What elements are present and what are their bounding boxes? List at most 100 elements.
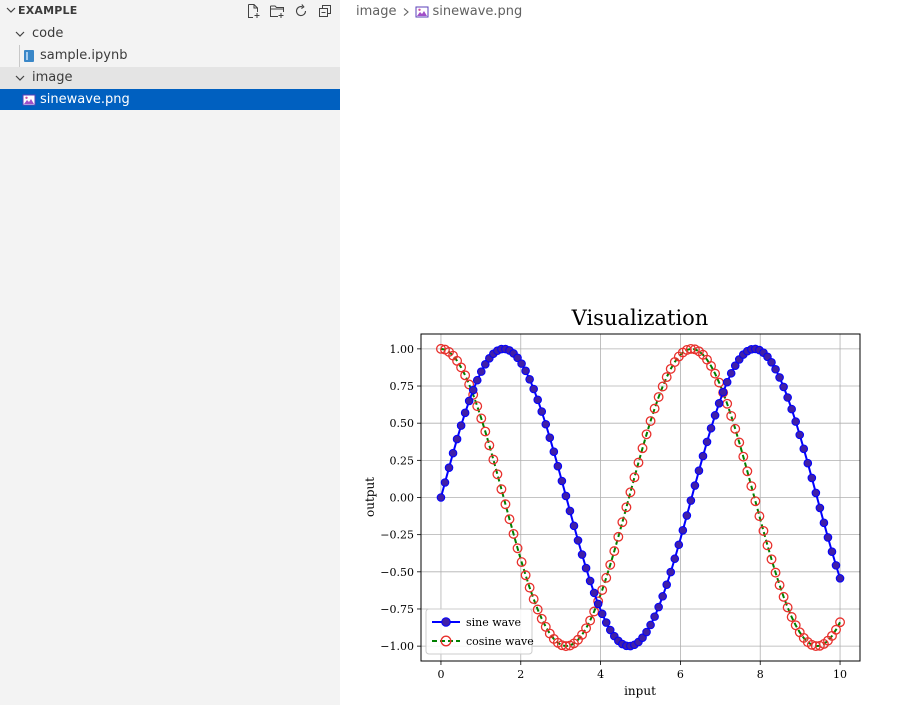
data-point xyxy=(718,387,728,397)
data-point xyxy=(722,377,732,387)
data-point xyxy=(649,403,660,414)
y-tick-label: −0.75 xyxy=(380,603,414,616)
data-point xyxy=(613,531,624,542)
data-point xyxy=(581,623,592,634)
data-point xyxy=(456,421,466,430)
data-point xyxy=(601,618,611,627)
breadcrumb-file[interactable]: sinewave.png xyxy=(432,4,523,19)
data-point xyxy=(541,419,551,429)
data-point xyxy=(774,580,785,591)
data-point xyxy=(524,582,535,593)
data-point xyxy=(593,599,603,609)
legend-label: sine wave xyxy=(466,616,521,629)
breadcrumb-folder[interactable]: image xyxy=(356,4,397,19)
data-point xyxy=(742,466,753,477)
data-point xyxy=(553,461,563,471)
tree-folder-image[interactable]: image xyxy=(0,67,340,89)
data-point xyxy=(532,604,543,615)
sinewave-image: Visualization 0 2 4 6 8 10 −1.00 −0.75 −0.50 −0.2… xyxy=(360,300,890,705)
data-point xyxy=(831,561,841,570)
image-editor: image sinewave.png Visualization 0 2 4 6 8 10… xyxy=(340,0,904,705)
notebook-file-icon xyxy=(24,50,34,62)
image-file-icon xyxy=(415,6,428,17)
tree-file-sample[interactable]: sample.ipynb xyxy=(0,45,340,67)
x-tick-label: 8 xyxy=(757,668,764,681)
legend-swatch-marker xyxy=(441,617,451,627)
data-point xyxy=(726,410,737,421)
chevron-down-icon[interactable] xyxy=(14,72,26,84)
data-point xyxy=(706,423,716,433)
data-point xyxy=(605,559,616,570)
data-point xyxy=(778,591,789,602)
data-point xyxy=(779,382,788,392)
data-point xyxy=(835,617,846,628)
data-point xyxy=(642,627,651,637)
data-point xyxy=(690,481,700,490)
data-point xyxy=(476,413,487,424)
collapse-all-icon[interactable] xyxy=(317,3,333,19)
new-folder-icon[interactable] xyxy=(269,3,285,19)
data-point xyxy=(661,372,672,383)
legend-label: cosine wave xyxy=(466,635,534,648)
data-point xyxy=(528,594,539,605)
explorer-actions xyxy=(245,3,333,19)
data-point xyxy=(533,395,542,405)
data-point xyxy=(537,407,547,416)
data-point xyxy=(795,430,805,440)
data-point xyxy=(706,361,717,371)
data-point xyxy=(767,358,776,367)
data-point xyxy=(827,547,837,556)
data-point xyxy=(440,478,450,487)
data-point xyxy=(573,536,583,545)
data-point xyxy=(585,576,595,586)
data-point xyxy=(645,416,656,427)
data-point xyxy=(481,359,490,369)
data-point xyxy=(476,367,486,376)
data-point xyxy=(657,381,668,392)
explorer-header[interactable]: EXAMPLE xyxy=(0,0,340,22)
data-point xyxy=(500,499,511,510)
chevron-down-icon[interactable] xyxy=(14,28,26,40)
data-point xyxy=(637,443,648,454)
data-point xyxy=(702,437,712,447)
new-file-icon[interactable] xyxy=(245,3,261,19)
legend-swatch-marker xyxy=(440,635,452,647)
data-point xyxy=(766,554,777,565)
data-point xyxy=(436,493,446,502)
x-tick-label: 2 xyxy=(517,668,524,681)
data-point xyxy=(516,557,527,568)
x-tick-label: 4 xyxy=(597,668,604,681)
data-point xyxy=(682,511,692,520)
data-point xyxy=(815,503,825,513)
tree-file-sinewave[interactable]: sinewave.png xyxy=(0,89,340,110)
explorer-sidebar: EXAMPLE xyxy=(0,0,340,705)
y-tick-label: 0.25 xyxy=(390,454,415,467)
indent-guide xyxy=(19,45,20,67)
data-point xyxy=(674,540,684,550)
data-point xyxy=(557,476,567,486)
data-point xyxy=(609,546,620,557)
data-point xyxy=(775,373,784,382)
data-point xyxy=(508,528,519,539)
line-chart: Visualization 0 2 4 6 8 10 −1.00 −0.75 −0.50 −0.2… xyxy=(363,306,861,698)
data-point xyxy=(714,398,724,408)
data-point xyxy=(525,375,534,384)
data-point xyxy=(561,491,571,501)
data-point xyxy=(831,624,841,635)
data-point xyxy=(589,606,600,617)
data-point xyxy=(512,543,523,554)
data-point xyxy=(770,567,781,578)
explorer-title: EXAMPLE xyxy=(18,4,78,17)
data-point xyxy=(581,563,591,573)
data-point xyxy=(605,625,615,635)
file-label: sample.ipynb xyxy=(40,48,128,63)
chart-legend: sine wave cosine wave xyxy=(425,608,534,655)
data-point xyxy=(758,525,769,536)
data-point xyxy=(835,574,845,583)
chevron-down-icon[interactable] xyxy=(5,4,17,16)
tree-folder-code[interactable]: code xyxy=(0,23,340,45)
data-point xyxy=(807,473,817,483)
data-point xyxy=(666,567,676,577)
data-point xyxy=(754,511,765,522)
refresh-icon[interactable] xyxy=(293,3,309,19)
